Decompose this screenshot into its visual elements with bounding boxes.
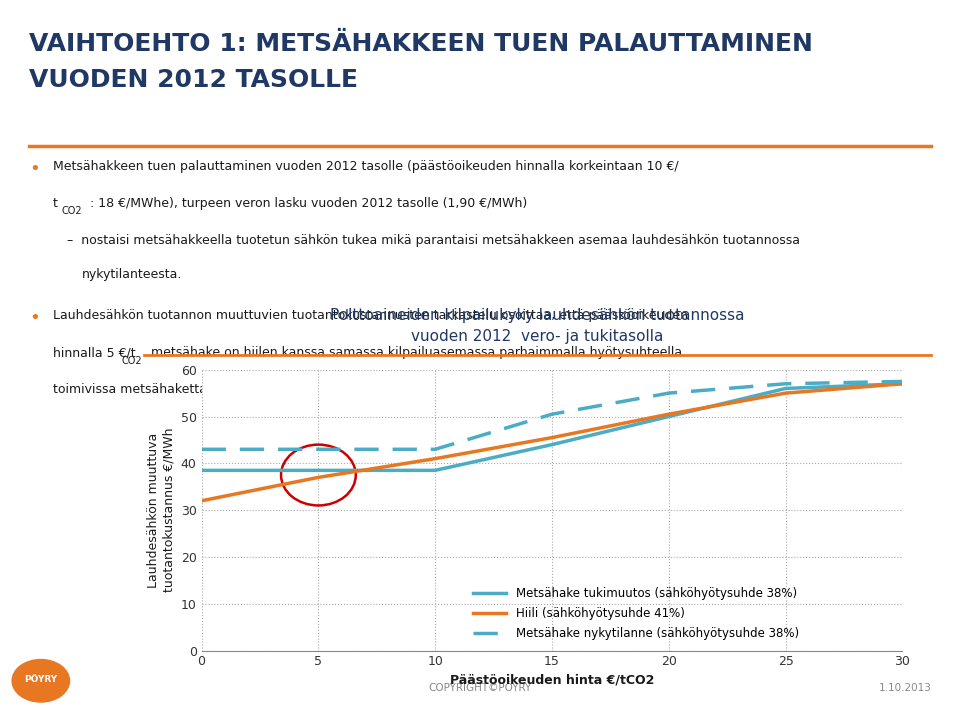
Legend: Metsähake tukimuutos (sähköhyötysuhde 38%), Hiili (sähköhyötysuhde 41%), Metsäha: Metsähake tukimuutos (sähköhyötysuhde 38… (468, 582, 804, 645)
Metsähake nykytilanne (sähköhyötysuhde 38%) (196, 445, 207, 454)
Hiili (sähköhyötysuhde 41%) (663, 410, 675, 419)
Text: –  nostaisi metsähakkeella tuotetun sähkön tukea mikä parantaisi metsähakkeen as: – nostaisi metsähakkeella tuotetun sähkö… (67, 234, 801, 247)
Text: PÖYRY: PÖYRY (24, 675, 58, 685)
Text: : 18 €/MWhe), turpeen veron lasku vuoden 2012 tasolle (1,90 €/MWh): : 18 €/MWhe), turpeen veron lasku vuoden… (86, 197, 528, 210)
Text: CO2: CO2 (122, 356, 142, 365)
Y-axis label: Lauhdesähkön muuttuva
tuotantokustannus €/MWh: Lauhdesähkön muuttuva tuotantokustannus … (147, 428, 175, 592)
Text: •: • (29, 160, 39, 178)
Text: toimivissa metsähaketta käyttävissä voimalaitoksissa (sähköhyötysuhde > 38 %).: toimivissa metsähaketta käyttävissä voim… (53, 383, 567, 396)
Metsähake nykytilanne (sähköhyötysuhde 38%) (313, 445, 324, 454)
X-axis label: Päästöoikeuden hinta €/tCO2: Päästöoikeuden hinta €/tCO2 (450, 674, 654, 687)
Text: nykytilanteesta.: nykytilanteesta. (82, 268, 182, 281)
Text: 1.10.2013: 1.10.2013 (878, 683, 931, 693)
Hiili (sähköhyötysuhde 41%) (546, 433, 558, 442)
Text: COPYRIGHT©PÖYRY: COPYRIGHT©PÖYRY (428, 683, 532, 693)
Line: Metsähake tukimuutos (sähköhyötysuhde 38%): Metsähake tukimuutos (sähköhyötysuhde 38… (202, 384, 902, 471)
Metsähake tukimuutos (sähköhyötysuhde 38%) (897, 380, 908, 388)
Metsähake nykytilanne (sähköhyötysuhde 38%) (780, 380, 791, 388)
Hiili (sähköhyötysuhde 41%) (196, 496, 207, 505)
Text: Polttoaineiden kilpailukyky lauhdesähkön tuotannossa
vuoden 2012  vero- ja tukit: Polttoaineiden kilpailukyky lauhdesähkön… (330, 308, 745, 344)
Metsähake nykytilanne (sähköhyötysuhde 38%) (663, 389, 675, 397)
Metsähake nykytilanne (sähköhyötysuhde 38%) (546, 410, 558, 419)
Text: •: • (29, 309, 39, 327)
Metsähake tukimuutos (sähköhyötysuhde 38%) (313, 466, 324, 475)
Hiili (sähköhyötysuhde 41%) (897, 380, 908, 388)
Metsähake nykytilanne (sähköhyötysuhde 38%) (897, 377, 908, 385)
Text: Metsähakkeen tuen palauttaminen vuoden 2012 tasolle (päästöoikeuden hinnalla kor: Metsähakkeen tuen palauttaminen vuoden 2… (53, 160, 679, 173)
Circle shape (12, 660, 69, 702)
Text: Lauhdesähkön tuotannon muuttuvien tuotantokustannusten tarkastelu osoittaa, että: Lauhdesähkön tuotannon muuttuvien tuotan… (53, 309, 687, 322)
Text: VUODEN 2012 TASOLLE: VUODEN 2012 TASOLLE (29, 68, 358, 92)
Text: VAIHTOEHTO 1: METSÄHAKKEEN TUEN PALAUTTAMINEN: VAIHTOEHTO 1: METSÄHAKKEEN TUEN PALAUTTA… (29, 32, 813, 56)
Text: CO2: CO2 (61, 206, 82, 216)
Line: Hiili (sähköhyötysuhde 41%): Hiili (sähköhyötysuhde 41%) (202, 384, 902, 501)
Text: t: t (53, 197, 58, 210)
Metsähake tukimuutos (sähköhyötysuhde 38%) (663, 412, 675, 421)
Metsähake nykytilanne (sähköhyötysuhde 38%) (429, 445, 441, 454)
Text: hinnalla 5 €/t: hinnalla 5 €/t (53, 346, 135, 359)
Hiili (sähköhyötysuhde 41%) (429, 454, 441, 463)
Metsähake tukimuutos (sähköhyötysuhde 38%) (546, 440, 558, 449)
Metsähake tukimuutos (sähköhyötysuhde 38%) (429, 466, 441, 475)
Line: Metsähake nykytilanne (sähköhyötysuhde 38%): Metsähake nykytilanne (sähköhyötysuhde 3… (202, 381, 902, 449)
Metsähake tukimuutos (sähköhyötysuhde 38%) (780, 384, 791, 392)
Metsähake tukimuutos (sähköhyötysuhde 38%) (196, 466, 207, 475)
Text: metsähake on hiilen kanssa samassa kilpailuasemassa parhaimmalla hyötysuhteella: metsähake on hiilen kanssa samassa kilpa… (147, 346, 682, 359)
Hiili (sähköhyötysuhde 41%) (780, 389, 791, 397)
Hiili (sähköhyötysuhde 41%) (313, 473, 324, 481)
